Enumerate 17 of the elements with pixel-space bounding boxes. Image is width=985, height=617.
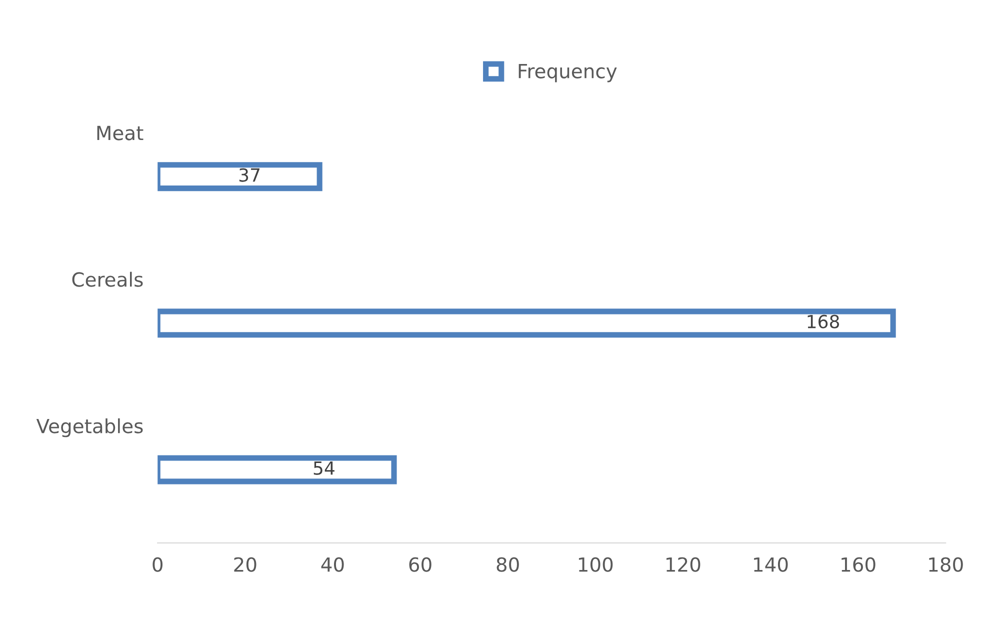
y-tick-label: Meat — [97, 126, 144, 140]
data-label: 37 — [239, 168, 260, 182]
data-label: 54 — [314, 462, 334, 475]
x-tick-label: 140 — [754, 557, 788, 572]
legend-label: Frequency — [518, 64, 617, 82]
x-tick-label: 100 — [578, 557, 613, 572]
x-tick-label: 40 — [321, 557, 344, 572]
y-tick-label: Vegetables — [36, 418, 143, 438]
x-tick-label: 20 — [234, 557, 256, 572]
x-tick-label: 80 — [496, 557, 519, 572]
data-label: 168 — [808, 314, 840, 328]
x-tick-label: 160 — [842, 557, 876, 572]
y-tick-label: Cereals — [72, 272, 143, 287]
x-tick-label: 120 — [666, 557, 700, 572]
x-tick-label: 180 — [929, 557, 963, 572]
x-tick-label: 60 — [409, 557, 432, 572]
x-tick-label: 0 — [152, 557, 162, 572]
